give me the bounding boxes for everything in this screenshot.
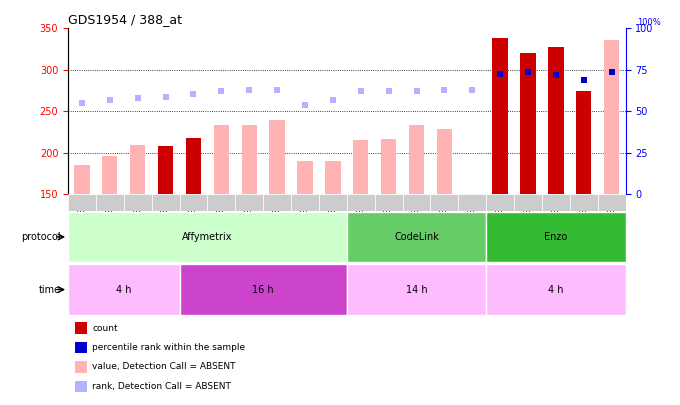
Bar [492,38,508,194]
Bar [437,129,452,194]
Text: value, Detection Call = ABSENT: value, Detection Call = ABSENT [92,362,236,371]
Bar [347,212,486,262]
Bar [604,40,619,194]
Bar [492,38,508,194]
Bar [68,194,96,211]
Bar [486,264,626,315]
Bar [598,194,626,211]
Bar [486,194,514,211]
Bar [207,194,235,211]
Bar [269,119,285,194]
Bar [297,161,313,194]
Bar [458,194,486,211]
Bar [548,47,564,194]
Bar [375,194,403,211]
Bar [325,161,341,194]
Bar [514,194,542,211]
Bar [576,92,592,194]
Bar [403,194,430,211]
Bar [241,125,257,194]
Bar [158,146,173,194]
Bar [353,141,369,194]
Bar [381,139,396,194]
Bar [186,138,201,194]
Bar [68,212,347,262]
Text: 4 h: 4 h [116,285,131,294]
Text: 100%: 100% [636,18,660,27]
Bar [520,53,536,194]
Bar [430,194,458,211]
Bar [486,212,626,262]
Bar [74,164,90,194]
Text: time: time [39,285,61,294]
Bar [180,264,347,315]
Text: 16 h: 16 h [252,285,274,294]
Bar [291,194,319,211]
Bar [570,194,598,211]
Text: count: count [92,324,118,333]
Bar [347,264,486,315]
Text: protocol: protocol [22,232,61,242]
Text: rank, Detection Call = ABSENT: rank, Detection Call = ABSENT [92,382,231,391]
Bar [180,194,207,211]
Bar [68,264,180,315]
Bar [576,92,592,194]
Bar [152,194,180,211]
Text: Affymetrix: Affymetrix [182,232,233,242]
Bar [319,194,347,211]
Text: GDS1954 / 388_at: GDS1954 / 388_at [68,13,182,26]
Bar [214,125,229,194]
Bar [96,194,124,211]
Bar [130,145,146,194]
Bar [186,138,201,194]
Bar [158,146,173,194]
Bar [124,194,152,211]
Bar [347,194,375,211]
Bar [409,125,424,194]
Text: Enzo: Enzo [544,232,568,242]
Bar [102,156,118,194]
Text: CodeLink: CodeLink [394,232,439,242]
Bar [263,194,291,211]
Text: 4 h: 4 h [548,285,564,294]
Bar [542,194,570,211]
Text: 14 h: 14 h [406,285,427,294]
Bar [548,47,564,194]
Bar [235,194,263,211]
Text: percentile rank within the sample: percentile rank within the sample [92,343,245,352]
Bar [520,53,536,194]
